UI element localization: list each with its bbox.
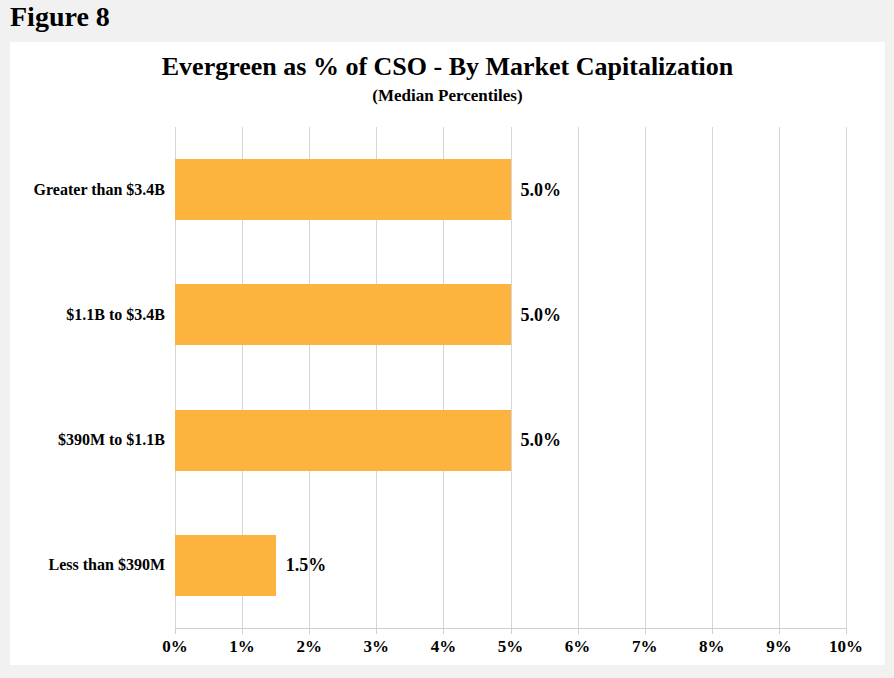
- category-label: Greater than $3.4B: [10, 180, 165, 200]
- axis-tick: [175, 629, 176, 634]
- axis-tick: [376, 629, 377, 634]
- gridline: [846, 127, 847, 628]
- axis-tick: [645, 629, 646, 634]
- axis-tick: [712, 629, 713, 634]
- bar-4: [175, 535, 276, 596]
- bar-2: [175, 284, 511, 345]
- axis-tick: [511, 629, 512, 634]
- gridline: [779, 127, 780, 628]
- chart-panel: Evergreen as % of CSO - By Market Capita…: [10, 42, 885, 665]
- axis-tick: [443, 629, 444, 634]
- bar-3: [175, 410, 511, 471]
- value-label: 5.0%: [521, 430, 562, 450]
- value-label: 1.5%: [286, 555, 327, 575]
- x-tick-label: 10%: [806, 637, 886, 657]
- chart-subtitle: (Median Percentiles): [10, 86, 885, 106]
- axis-tick: [779, 629, 780, 634]
- gridline: [712, 127, 713, 628]
- category-label: $390M to $1.1B: [10, 430, 165, 450]
- value-label: 5.0%: [521, 305, 562, 325]
- axis-tick: [578, 629, 579, 634]
- axis-tick: [846, 629, 847, 634]
- plot-area: [175, 127, 846, 628]
- gridline: [511, 127, 512, 628]
- figure-label: Figure 8: [10, 1, 110, 33]
- value-label: 5.0%: [521, 180, 562, 200]
- gridline: [578, 127, 579, 628]
- axis-tick: [309, 629, 310, 634]
- gridline: [645, 127, 646, 628]
- bar-1: [175, 159, 511, 220]
- page-background: Figure 8 Evergreen as % of CSO - By Mark…: [0, 0, 894, 678]
- category-label: $1.1B to $3.4B: [10, 305, 165, 325]
- chart-title: Evergreen as % of CSO - By Market Capita…: [10, 52, 885, 82]
- category-label: Less than $390M: [10, 555, 165, 575]
- axis-tick: [242, 629, 243, 634]
